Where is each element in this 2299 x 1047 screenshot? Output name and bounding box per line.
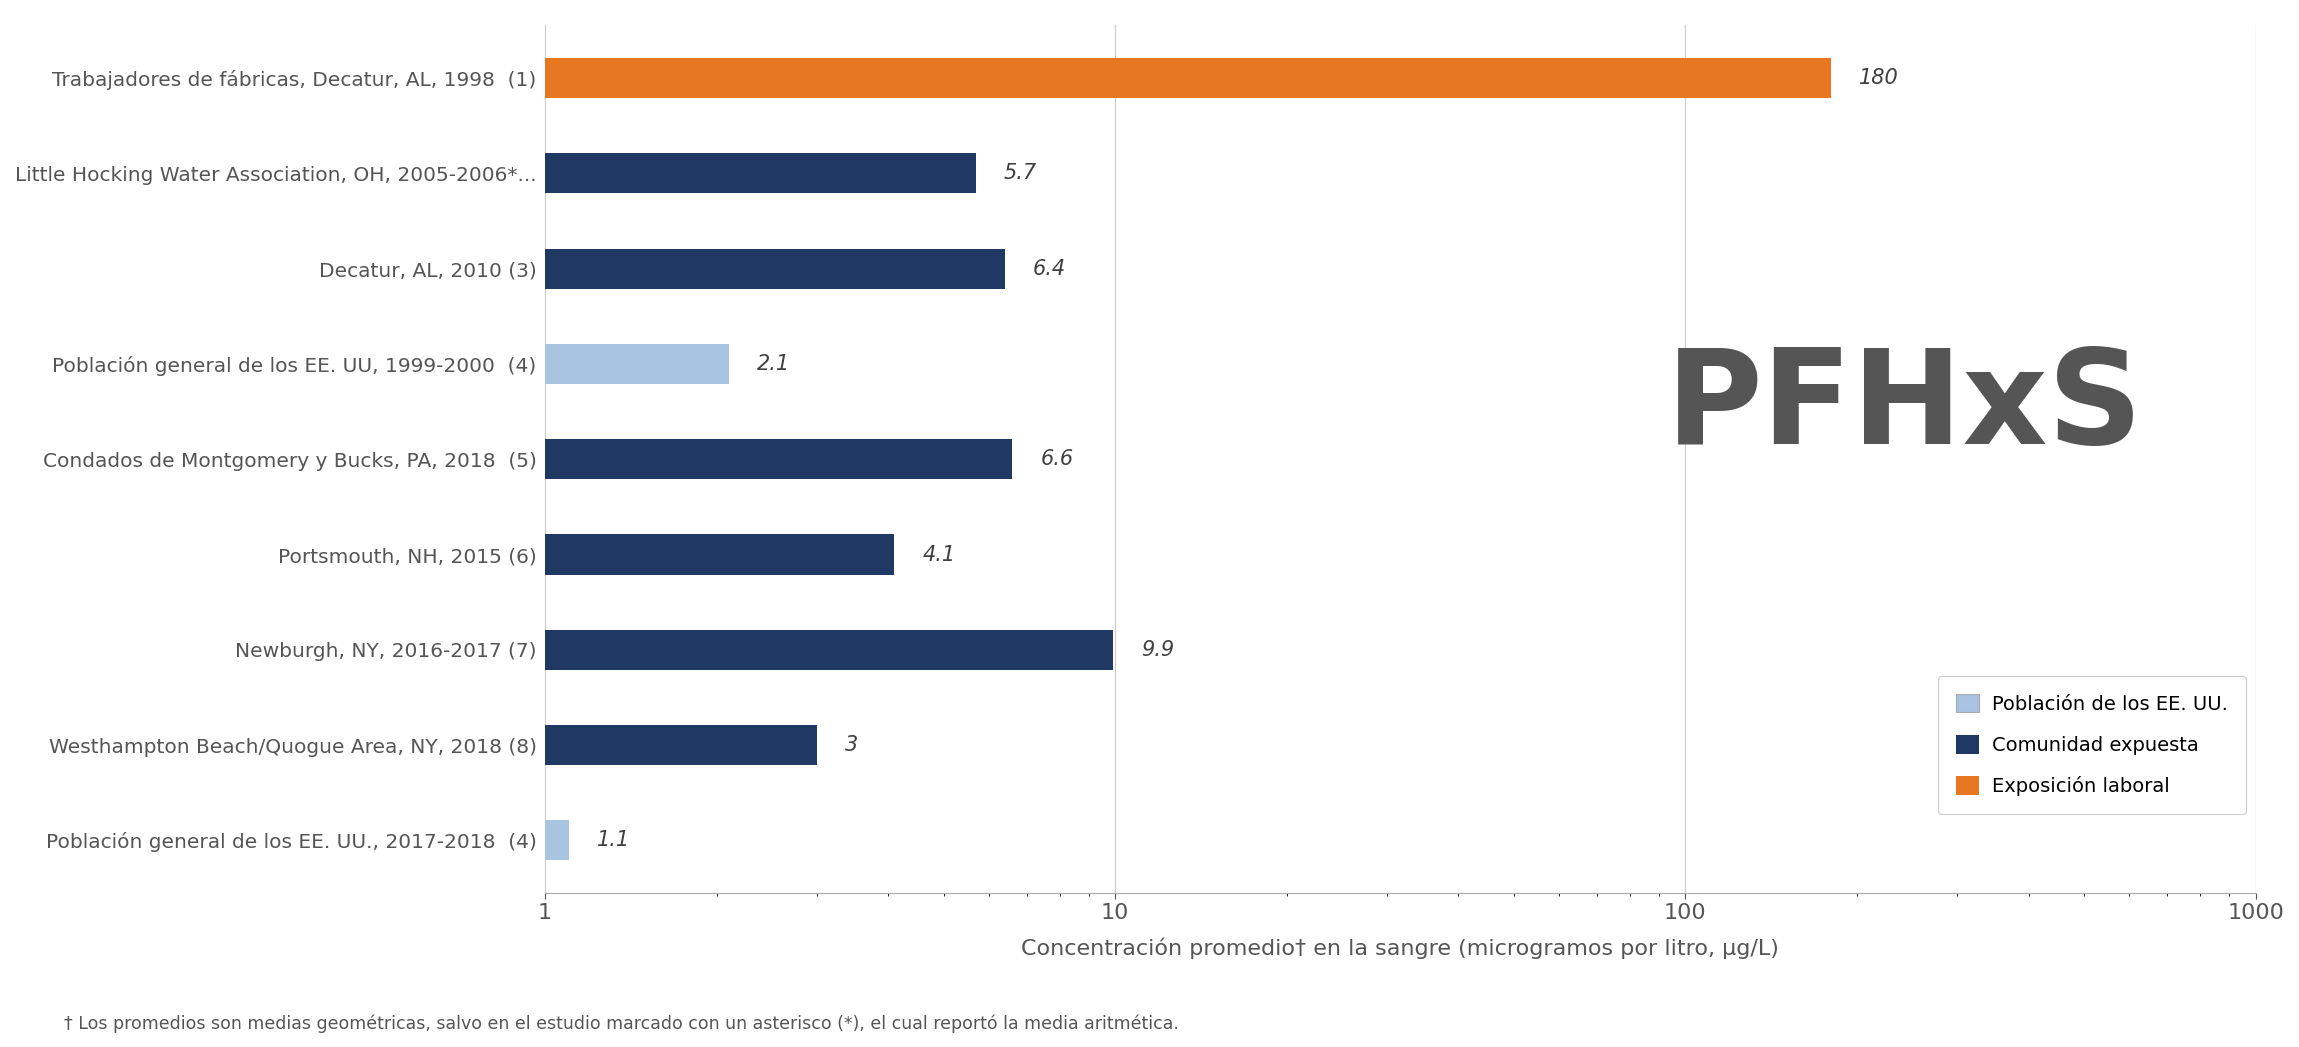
Text: 5.7: 5.7 [1005,163,1037,183]
Text: 1.1: 1.1 [598,830,630,850]
Bar [545,821,568,861]
Bar [545,58,1830,98]
Text: 4.1: 4.1 [922,544,956,564]
Text: 9.9: 9.9 [1140,640,1175,660]
Bar [545,439,1012,480]
Text: 6.6: 6.6 [1041,449,1074,469]
Bar [545,153,977,194]
Text: † Los promedios son medias geométricas, salvo en el estudio marcado con un aster: † Los promedios son medias geométricas, … [64,1015,1179,1033]
Bar [545,248,1005,289]
Text: 3: 3 [846,735,858,755]
Text: 180: 180 [1860,68,1899,88]
Bar [545,534,894,575]
Legend: Población de los EE. UU., Comunidad expuesta, Exposición laboral: Población de los EE. UU., Comunidad expu… [1938,676,2246,814]
X-axis label: Concentración promedio† en la sangre (microgramos por litro, μg/L): Concentración promedio† en la sangre (mi… [1021,937,1779,959]
Text: 6.4: 6.4 [1032,259,1067,279]
Bar [545,630,1113,670]
Text: PFHxS: PFHxS [1667,343,2143,471]
Bar [545,726,816,765]
Text: 2.1: 2.1 [756,354,791,374]
Bar [545,343,729,384]
